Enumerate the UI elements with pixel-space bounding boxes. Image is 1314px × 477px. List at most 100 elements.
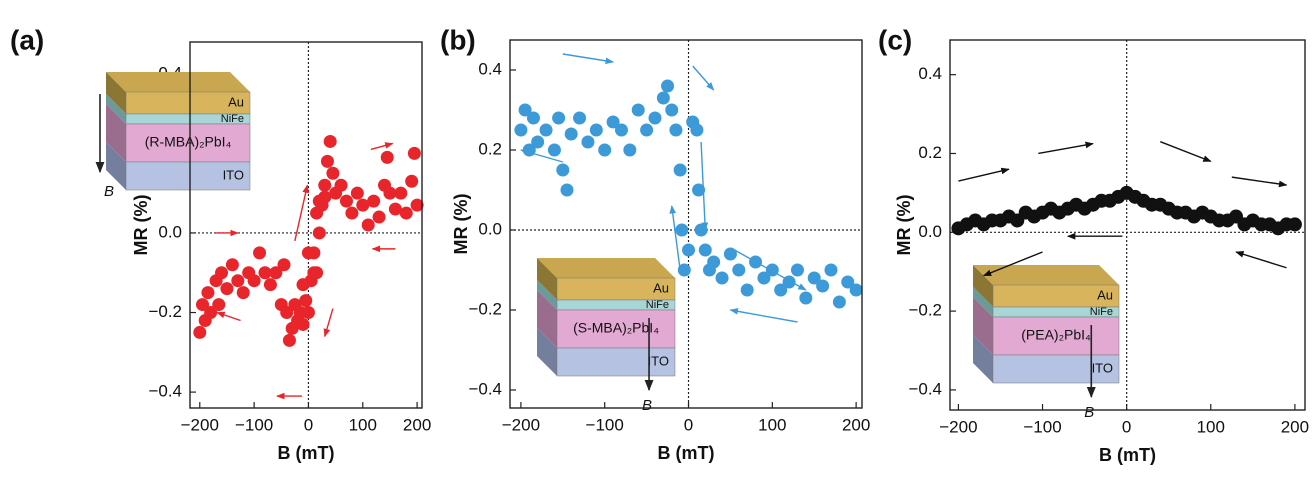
inset-layer-label: ITO bbox=[1092, 360, 1113, 375]
data-point bbox=[220, 282, 234, 296]
data-point bbox=[757, 271, 771, 285]
sweep-arrow bbox=[1160, 141, 1212, 163]
data-point bbox=[193, 325, 207, 339]
x-tick-label: −200 bbox=[181, 415, 219, 434]
sweep-arrow bbox=[294, 184, 309, 242]
data-point bbox=[707, 255, 721, 269]
data-point bbox=[698, 243, 712, 257]
data-point bbox=[690, 123, 704, 137]
data-point bbox=[539, 123, 553, 137]
panel: (c) −0.4 −0.2 0.0 0.2 0.4 −200 −100 0 100 200 Au NiF… bbox=[878, 24, 1309, 464]
data-point bbox=[323, 134, 337, 148]
data-point bbox=[372, 210, 386, 224]
data-point bbox=[816, 279, 830, 293]
data-point bbox=[212, 298, 226, 312]
inset-layer bbox=[992, 316, 1120, 356]
data-point bbox=[799, 291, 813, 305]
inset-side bbox=[537, 280, 557, 310]
data-point bbox=[204, 306, 218, 320]
data-point bbox=[263, 278, 277, 292]
data-point bbox=[356, 198, 370, 212]
data-point bbox=[518, 103, 532, 117]
x-tick-label: −100 bbox=[1023, 417, 1061, 436]
inset-side bbox=[537, 290, 557, 348]
x-tick-label: 0 bbox=[684, 415, 693, 434]
y-axis-label: MR (%) bbox=[894, 195, 914, 256]
data-point bbox=[514, 123, 528, 137]
x-axis-label: B (mT) bbox=[658, 443, 715, 463]
data-point bbox=[598, 143, 612, 157]
data-point bbox=[694, 223, 708, 237]
data-point bbox=[824, 263, 838, 277]
data-point bbox=[318, 178, 332, 192]
sweep-arrow bbox=[982, 251, 1043, 277]
y-tick-label: −0.2 bbox=[908, 301, 942, 320]
inset-layer-label: ITO bbox=[223, 167, 244, 182]
inset-layer-label: Au bbox=[228, 94, 244, 109]
sweep-arrow bbox=[669, 205, 681, 271]
data-point bbox=[334, 178, 348, 192]
data-point bbox=[556, 163, 570, 177]
data-point bbox=[394, 186, 408, 200]
x-tick-label: 200 bbox=[842, 415, 870, 434]
data-point bbox=[573, 111, 587, 125]
data-point bbox=[258, 266, 272, 280]
inset-layer-label: Au bbox=[653, 280, 669, 295]
data-point bbox=[195, 298, 209, 312]
x-axis-label: B (mT) bbox=[278, 443, 335, 463]
inset-side bbox=[106, 72, 126, 114]
y-tick-label: −0.2 bbox=[468, 299, 502, 318]
data-point bbox=[380, 150, 394, 164]
data-point bbox=[296, 278, 310, 292]
y-tick-label: 0.0 bbox=[158, 222, 182, 241]
data-point bbox=[388, 202, 402, 216]
field-label: B bbox=[1084, 404, 1094, 421]
data-point bbox=[326, 166, 340, 180]
sweep-arrow bbox=[958, 167, 1010, 182]
data-point bbox=[282, 333, 296, 347]
inset-layer bbox=[556, 309, 676, 349]
inset-layer bbox=[125, 123, 251, 163]
data-point bbox=[749, 255, 763, 269]
data-point bbox=[407, 146, 421, 160]
data-point bbox=[715, 271, 729, 285]
data-point bbox=[673, 163, 687, 177]
panel: (b) −0.4 −0.2 0.0 0.2 0.4 −200 −100 0 100 200 Au NiF… bbox=[440, 24, 870, 462]
inset-side bbox=[106, 142, 126, 190]
inset-side bbox=[537, 328, 557, 376]
y-tick-label: −0.4 bbox=[468, 379, 502, 398]
y-axis-label: MR (%) bbox=[451, 194, 471, 255]
inset-layer-label: NiFe bbox=[221, 113, 244, 125]
inset-side bbox=[537, 258, 557, 300]
x-tick-label: 100 bbox=[349, 415, 377, 434]
inset-layer bbox=[992, 354, 1120, 384]
data-point bbox=[215, 266, 229, 280]
inset-side bbox=[106, 94, 126, 124]
data-point bbox=[299, 294, 313, 308]
data-point bbox=[410, 198, 424, 212]
data-point bbox=[526, 111, 540, 125]
inset-layer bbox=[556, 347, 676, 377]
data-point bbox=[675, 223, 689, 237]
sweep-arrow bbox=[323, 308, 334, 338]
data-point bbox=[677, 263, 691, 277]
y-tick-label: −0.2 bbox=[148, 302, 182, 321]
data-point bbox=[310, 266, 324, 280]
data-point bbox=[531, 135, 545, 149]
data-point bbox=[723, 247, 737, 261]
sweep-arrow bbox=[1231, 176, 1288, 188]
sweep-arrow bbox=[692, 65, 715, 91]
inset-top bbox=[973, 265, 1119, 285]
data-point bbox=[383, 186, 397, 200]
inset-side bbox=[973, 297, 993, 355]
x-tick-label: 200 bbox=[1281, 417, 1309, 436]
panel-label: (a) bbox=[10, 24, 44, 55]
data-point bbox=[661, 79, 675, 93]
inset-side bbox=[973, 335, 993, 383]
inset-layer bbox=[125, 161, 251, 191]
sweep-arrow bbox=[216, 311, 241, 322]
data-point bbox=[732, 263, 746, 277]
data-point bbox=[1287, 217, 1302, 232]
sweep-arrow bbox=[1235, 251, 1287, 269]
